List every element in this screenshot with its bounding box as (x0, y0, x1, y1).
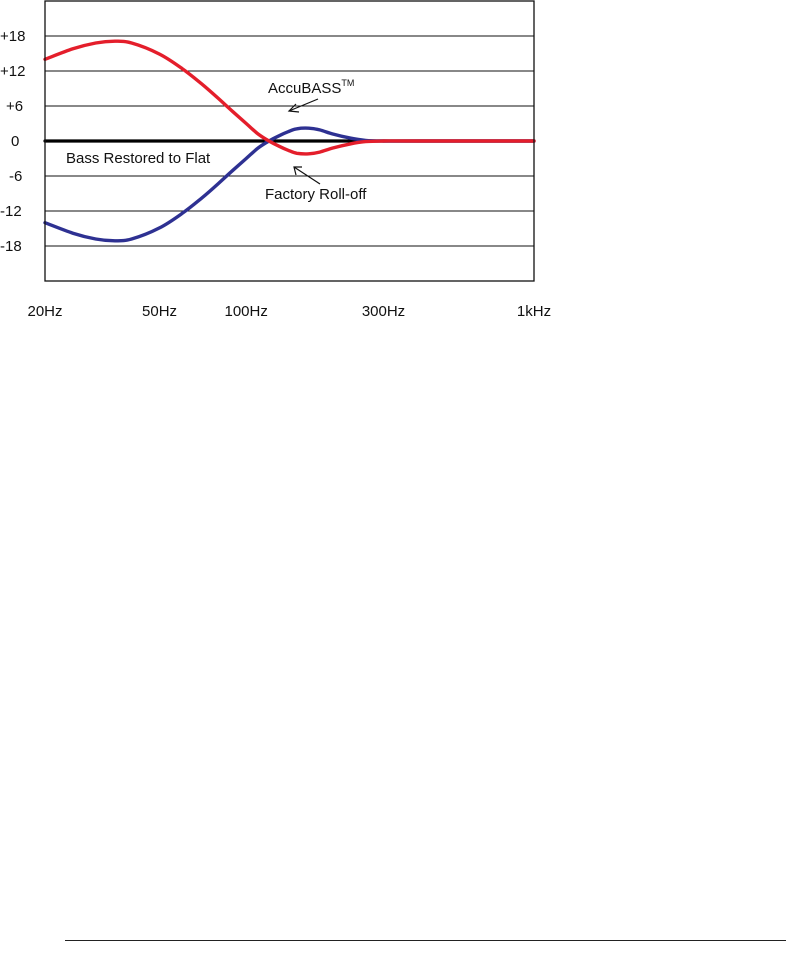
x-tick-label: 1kHz (517, 303, 551, 320)
x-tick-labels: 20Hz 50Hz 100Hz 300Hz 1kHz (27, 303, 551, 320)
plot-frame (44, 0, 535, 282)
rolloff-curve (43, 126, 536, 243)
accubass-arrow (288, 98, 319, 112)
x-tick-label: 20Hz (27, 303, 62, 320)
y-tick-label: -6 (9, 168, 22, 185)
y-tick-label: -18 (0, 238, 22, 255)
curves (43, 39, 536, 243)
x-tick-label: 300Hz (362, 303, 405, 320)
rolloff-label: Factory Roll-off (265, 186, 367, 203)
x-tick-label: 100Hz (224, 303, 267, 320)
y-tick-labels: +18 +12 +6 0 -6 -12 -18 (0, 28, 25, 255)
y-tick-label: +6 (6, 98, 23, 115)
trademark-mark: TM (341, 78, 354, 88)
flat-label: Bass Restored to Flat (66, 150, 211, 167)
y-tick-label: +12 (0, 63, 25, 80)
accubass-label: AccuBASSTM (268, 78, 354, 97)
bottom-rule (65, 940, 786, 941)
accubass-curve (43, 39, 536, 156)
y-tick-label: -12 (0, 203, 22, 220)
rolloff-arrow (293, 166, 321, 185)
rolloff-arrowhead (293, 166, 302, 176)
y-tick-label: 0 (11, 133, 19, 150)
y-tick-label: +18 (0, 28, 25, 45)
accubass-arrowhead (287, 103, 300, 113)
grid-lines (45, 35, 534, 247)
x-tick-label: 50Hz (142, 303, 177, 320)
